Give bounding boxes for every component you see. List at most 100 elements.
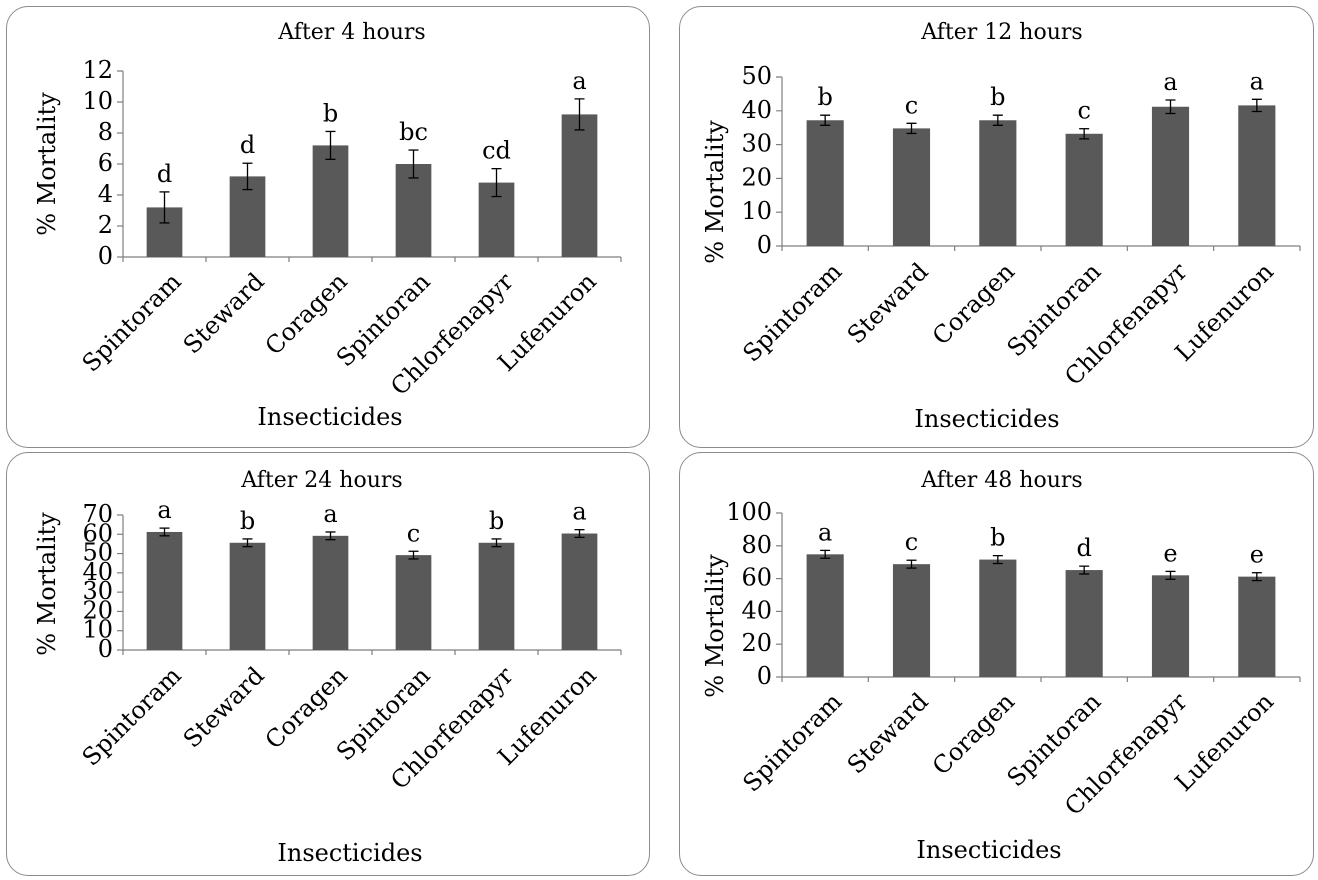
bar-lufenuron bbox=[561, 533, 598, 650]
chart-svg: After 12 hours 0 10 20 30 40 50 b Spintoram c Stew… bbox=[701, 20, 1301, 433]
x-axis-title: Insecticides bbox=[914, 405, 1059, 433]
y-tick-label: 0 bbox=[757, 231, 772, 259]
bar-chlorfenapyr bbox=[1151, 575, 1190, 677]
y-tick-label: 10 bbox=[82, 616, 113, 644]
significance-letter: a bbox=[818, 518, 832, 546]
bar-steward bbox=[892, 128, 931, 246]
significance-letter: c bbox=[407, 519, 420, 547]
bar-spintoram bbox=[806, 120, 844, 246]
significance-letter: e bbox=[1163, 539, 1177, 567]
y-tick-label: 80 bbox=[741, 531, 772, 559]
chart-panel-24-hours: After 24 hours 0 10 20 30 40 50 60 70 a Spintoram b… bbox=[6, 452, 650, 876]
significance-letter: a bbox=[572, 498, 586, 526]
y-tick-label: 50 bbox=[741, 62, 772, 90]
y-tick-label: 20 bbox=[741, 629, 772, 657]
y-axis-title: % Mortality bbox=[701, 554, 729, 698]
significance-letter: b bbox=[817, 83, 832, 111]
chart-panel-12-hours: After 12 hours 0 10 20 30 40 50 b Spintoram c Stew… bbox=[679, 6, 1314, 448]
significance-letter: a bbox=[572, 67, 586, 95]
y-tick-label: 20 bbox=[82, 596, 113, 624]
y-tick-label: 40 bbox=[741, 596, 772, 624]
y-tick-label: 50 bbox=[82, 539, 113, 567]
bar-lufenuron bbox=[1238, 105, 1276, 246]
chart-panel-48-hours: After 48 hours 0 20 40 60 80 100 a Spintoram c Ste… bbox=[679, 452, 1314, 876]
x-axis-title: Insecticides bbox=[277, 839, 422, 867]
bar-lufenuron bbox=[561, 114, 598, 258]
bar-spintoran bbox=[1065, 133, 1103, 246]
y-tick-label: 30 bbox=[82, 577, 113, 605]
y-tick-label: 0 bbox=[98, 242, 113, 270]
significance-letter: c bbox=[1077, 97, 1090, 125]
y-tick-label: 10 bbox=[82, 87, 113, 115]
x-tick-label: Steward bbox=[842, 687, 934, 779]
bar-coragen bbox=[312, 535, 349, 650]
chart-title: After 24 hours bbox=[240, 468, 402, 493]
significance-letter: b bbox=[990, 83, 1005, 111]
y-tick-label: 6 bbox=[98, 149, 113, 177]
bar-chlorfenapyr bbox=[1151, 106, 1190, 246]
y-tick-label: 4 bbox=[98, 180, 113, 208]
significance-letter: cd bbox=[482, 137, 511, 165]
bar-steward bbox=[892, 564, 931, 677]
y-tick-label: 0 bbox=[757, 662, 772, 690]
significance-letter: c bbox=[905, 528, 918, 556]
chart-svg: After 4 hours 0 2 4 6 8 10 12 d Spintoram d Steward… bbox=[33, 20, 622, 431]
x-tick-label: Spintoram bbox=[737, 687, 847, 797]
y-axis-title: % Mortality bbox=[33, 92, 61, 236]
significance-letter: a bbox=[323, 500, 337, 528]
y-axis-title: % Mortality bbox=[701, 120, 729, 264]
chart-title: After 12 hours bbox=[920, 20, 1082, 45]
y-tick-label: 60 bbox=[741, 564, 772, 592]
y-axis-title: % Mortality bbox=[33, 512, 61, 656]
significance-letter: d bbox=[240, 131, 255, 159]
bar-spintoran bbox=[395, 555, 432, 650]
significance-letter: d bbox=[1076, 534, 1091, 562]
bar-spintoram bbox=[146, 531, 183, 650]
significance-letter: a bbox=[1250, 67, 1264, 95]
y-tick-label: 40 bbox=[82, 558, 113, 586]
bar-spintoran bbox=[395, 164, 432, 257]
y-tick-label: 0 bbox=[98, 635, 113, 663]
chart-panel-4-hours: After 4 hours 0 2 4 6 8 10 12 d Spintoram d Steward… bbox=[6, 6, 650, 448]
significance-letter: b bbox=[489, 507, 504, 535]
significance-letter: a bbox=[157, 496, 171, 524]
x-tick-label: Spintoram bbox=[77, 267, 187, 377]
significance-letter: b bbox=[323, 99, 338, 127]
significance-letter: a bbox=[1163, 68, 1177, 96]
bar-coragen bbox=[979, 120, 1017, 246]
y-tick-label: 2 bbox=[98, 211, 113, 239]
x-tick-label: Spintoram bbox=[737, 257, 847, 367]
bar-spintoram bbox=[806, 554, 844, 677]
chart-svg: After 48 hours 0 20 40 60 80 100 a Spintoram c Ste… bbox=[701, 468, 1301, 864]
significance-letter: b bbox=[240, 507, 255, 535]
y-tick-label: 100 bbox=[726, 498, 772, 526]
y-tick-label: 60 bbox=[82, 519, 113, 547]
y-tick-label: 12 bbox=[82, 56, 113, 84]
bar-chlorfenapyr bbox=[478, 542, 515, 650]
y-tick-label: 10 bbox=[741, 197, 772, 225]
bar-coragen bbox=[979, 559, 1017, 677]
y-tick-label: 40 bbox=[741, 96, 772, 124]
chart-title: After 4 hours bbox=[277, 20, 425, 45]
significance-letter: bc bbox=[399, 118, 428, 146]
x-tick-label: Steward bbox=[842, 257, 934, 349]
significance-letter: d bbox=[157, 160, 172, 188]
y-tick-label: 8 bbox=[98, 118, 113, 146]
significance-letter: c bbox=[905, 91, 918, 119]
chart-title: After 48 hours bbox=[920, 468, 1082, 493]
significance-letter: e bbox=[1250, 541, 1264, 569]
significance-letter: b bbox=[990, 524, 1005, 552]
y-tick-label: 70 bbox=[82, 500, 113, 528]
x-axis-title: Insecticides bbox=[257, 403, 402, 431]
y-tick-label: 20 bbox=[741, 163, 772, 191]
bar-coragen bbox=[312, 145, 349, 257]
x-tick-label: Steward bbox=[178, 661, 270, 753]
x-tick-label: Spintoram bbox=[77, 661, 187, 771]
bar-lufenuron bbox=[1238, 576, 1276, 677]
x-axis-title: Insecticides bbox=[916, 836, 1061, 864]
bar-spintoran bbox=[1065, 570, 1103, 677]
x-tick-label: Steward bbox=[178, 267, 270, 359]
y-tick-label: 30 bbox=[741, 130, 772, 158]
bar-steward bbox=[229, 542, 266, 650]
